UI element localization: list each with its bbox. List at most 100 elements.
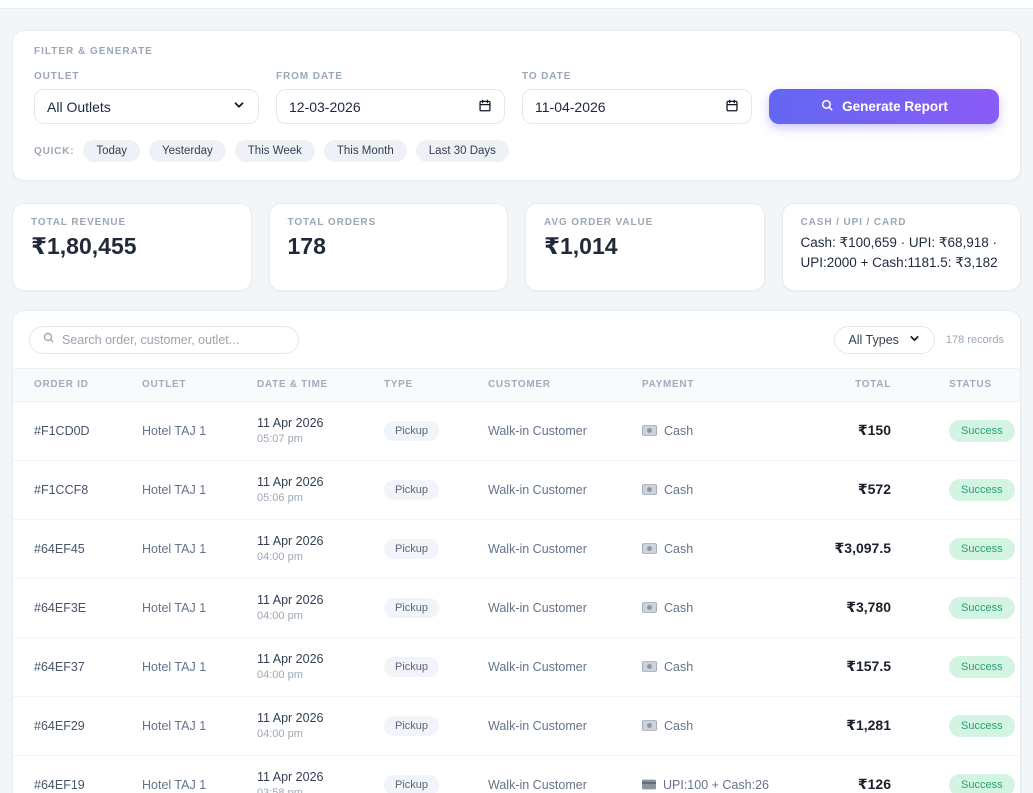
order-time: 04:00 pm [257, 728, 303, 740]
toolbar-right: All Types 178 records [834, 325, 1004, 354]
payment-icon [642, 484, 657, 495]
to-date-field-group: TO DATE 11-04-2026 [522, 71, 752, 124]
order-id-cell: #64EF19 [34, 777, 85, 792]
search-box[interactable] [29, 325, 299, 354]
from-date-field-group: FROM DATE 12-03-2026 [276, 71, 505, 124]
calendar-icon[interactable] [478, 98, 492, 116]
quick-filter-this-month[interactable]: This Month [323, 140, 407, 162]
quick-filter-this-week[interactable]: This Week [234, 140, 315, 162]
payment-label: UPI:100 + Cash:26 [663, 777, 769, 792]
status-badge: Success [949, 537, 1015, 560]
payment-label: Cash [664, 423, 694, 438]
generate-report-label: Generate Report [842, 99, 948, 114]
status-cell: Success [891, 773, 1020, 793]
date-time-cell: 11 Apr 2026 05:07 pm [257, 416, 384, 445]
calendar-icon[interactable] [725, 98, 739, 116]
column-header-customer: CUSTOMER [488, 379, 551, 390]
customer-cell: Walk-in Customer [488, 600, 587, 615]
outlet-label: OUTLET [34, 71, 80, 82]
table-header-row: ORDER ID OUTLET DATE & TIME TYPE CUSTOME… [13, 367, 1020, 402]
payment-icon [642, 720, 657, 731]
outlet-cell: Hotel TAJ 1 [142, 659, 207, 674]
order-id-cell: #64EF29 [34, 718, 85, 733]
payment-breakdown-value: Cash: ₹100,659 · UPI: ₹68,918 · UPI:2000… [800, 235, 998, 271]
type-cell: Pickup [384, 656, 488, 677]
outlet-cell: Hotel TAJ 1 [142, 541, 207, 556]
payment-icon [642, 602, 657, 613]
table-toolbar: All Types 178 records [13, 311, 1020, 368]
from-date-input[interactable]: 12-03-2026 [276, 89, 505, 124]
quick-label: QUICK: [34, 145, 75, 157]
total-orders-label: TOTAL ORDERS [287, 217, 377, 228]
total-orders-value: 178 [287, 233, 326, 259]
from-date-label: FROM DATE [276, 71, 343, 82]
customer-cell: Walk-in Customer [488, 482, 587, 497]
quick-filter-last-30-days[interactable]: Last 30 Days [415, 140, 509, 162]
order-date: 11 Apr 2026 [257, 534, 324, 548]
outlet-select[interactable]: All Outlets [34, 89, 259, 124]
customer-cell: Walk-in Customer [488, 718, 587, 733]
payment-icon [642, 425, 657, 436]
date-time-cell: 11 Apr 2026 04:00 pm [257, 593, 384, 622]
payment-breakdown-card: CASH / UPI / CARD Cash: ₹100,659 · UPI: … [781, 203, 1021, 291]
status-badge: Success [949, 655, 1015, 678]
order-time: 04:00 pm [257, 551, 303, 563]
type-badge: Pickup [384, 715, 440, 736]
total-orders-card: TOTAL ORDERS 178 [268, 203, 508, 291]
customer-cell: Walk-in Customer [488, 777, 587, 792]
search-icon [820, 98, 834, 115]
records-count: 178 records [945, 333, 1004, 346]
table-row[interactable]: #F1CCF8 Hotel TAJ 1 11 Apr 2026 05:06 pm… [13, 460, 1020, 520]
order-date: 11 Apr 2026 [257, 770, 324, 784]
chevron-down-icon [232, 98, 246, 115]
type-badge: Pickup [384, 774, 440, 793]
table-row[interactable]: #F1CD0D Hotel TAJ 1 11 Apr 2026 05:07 pm… [13, 401, 1020, 461]
outlet-cell: Hotel TAJ 1 [142, 777, 207, 792]
generate-report-button[interactable]: Generate Report [769, 89, 999, 124]
order-time: 05:07 pm [257, 433, 303, 445]
payment-cell: Cash [642, 601, 805, 615]
type-cell: Pickup [384, 774, 488, 793]
type-badge: Pickup [384, 420, 440, 441]
type-filter-select[interactable]: All Types [834, 325, 935, 354]
payment-label: Cash [664, 600, 694, 615]
quick-filters: QUICK: Today Yesterday This Week This Mo… [34, 140, 999, 162]
column-header-date-time: DATE & TIME [257, 379, 328, 390]
order-id-cell: #64EF3E [34, 600, 87, 615]
payment-cell: Cash [642, 660, 805, 674]
table-row[interactable]: #64EF37 Hotel TAJ 1 11 Apr 2026 04:00 pm… [13, 637, 1020, 697]
order-time: 04:00 pm [257, 610, 303, 622]
table-row[interactable]: #64EF19 Hotel TAJ 1 11 Apr 2026 03:58 pm… [13, 755, 1020, 793]
outlet-cell: Hotel TAJ 1 [142, 423, 207, 438]
table-row[interactable]: #64EF29 Hotel TAJ 1 11 Apr 2026 04:00 pm… [13, 696, 1020, 756]
total-cell: ₹150 [857, 422, 891, 438]
type-cell: Pickup [384, 715, 488, 736]
total-cell: ₹157.5 [846, 658, 891, 674]
payment-cell: Cash [642, 483, 805, 497]
order-date: 11 Apr 2026 [257, 593, 324, 607]
total-revenue-value: ₹1,80,455 [31, 233, 137, 259]
type-cell: Pickup [384, 420, 488, 441]
avg-order-value-label: AVG ORDER VALUE [544, 217, 654, 228]
quick-filter-today[interactable]: Today [83, 140, 141, 162]
order-date: 11 Apr 2026 [257, 475, 324, 489]
order-time: 05:06 pm [257, 492, 303, 504]
status-badge: Success [949, 419, 1015, 442]
order-id-cell: #F1CD0D [34, 423, 90, 438]
table-row[interactable]: #64EF3E Hotel TAJ 1 11 Apr 2026 04:00 pm… [13, 578, 1020, 638]
status-cell: Success [891, 655, 1020, 678]
table-row[interactable]: #64EF45 Hotel TAJ 1 11 Apr 2026 04:00 pm… [13, 519, 1020, 579]
type-cell: Pickup [384, 538, 488, 559]
column-header-status: STATUS [949, 379, 992, 390]
date-time-cell: 11 Apr 2026 04:00 pm [257, 711, 384, 740]
customer-cell: Walk-in Customer [488, 541, 587, 556]
date-time-cell: 11 Apr 2026 03:58 pm [257, 770, 384, 793]
column-header-total: TOTAL [855, 379, 891, 390]
status-cell: Success [891, 714, 1020, 737]
search-input[interactable] [62, 332, 286, 347]
order-id-cell: #F1CCF8 [34, 482, 89, 497]
payment-icon [642, 661, 657, 672]
quick-filter-yesterday[interactable]: Yesterday [149, 140, 226, 162]
customer-cell: Walk-in Customer [488, 659, 587, 674]
to-date-input[interactable]: 11-04-2026 [522, 89, 752, 124]
